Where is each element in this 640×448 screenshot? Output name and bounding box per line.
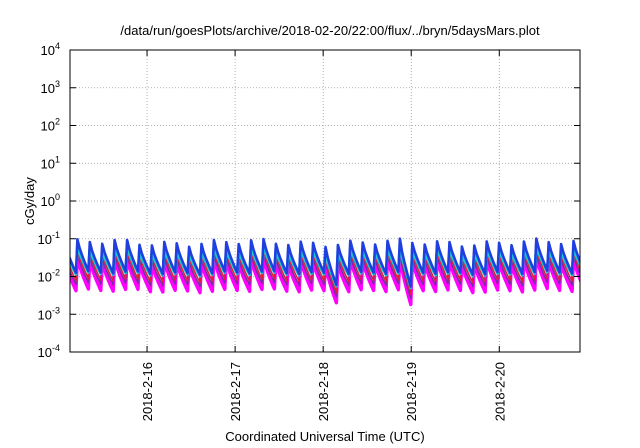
x-tick-label: 2018-2-16 bbox=[140, 362, 155, 421]
y-tick-label: 10-1 bbox=[38, 230, 60, 247]
x-tick-label: 2018-2-17 bbox=[228, 362, 243, 421]
y-axis: 10-4 10-3 10-2 10-1 100 101 102 103 104 bbox=[38, 41, 580, 360]
x-axis: 2018-2-16 2018-2-17 2018-2-18 2018-2-19 2018… bbox=[140, 50, 507, 421]
y-tick-label: 100 bbox=[41, 192, 60, 209]
y-tick-label: 10-3 bbox=[38, 305, 60, 322]
y-tick-label: 10-4 bbox=[38, 343, 60, 360]
grid-lines bbox=[70, 50, 580, 352]
series-line-blue bbox=[70, 237, 580, 288]
y-tick-label: 103 bbox=[41, 79, 60, 96]
x-tick-label: 2018-2-20 bbox=[492, 362, 507, 421]
y-tick-label: 104 bbox=[41, 41, 60, 58]
series-layer bbox=[70, 237, 580, 307]
y-tick-label: 101 bbox=[41, 154, 60, 171]
y-tick-label: 102 bbox=[41, 117, 60, 134]
series-line-magenta bbox=[70, 254, 580, 307]
y-axis-label: cGy/day bbox=[22, 177, 37, 225]
x-tick-label: 2018-2-19 bbox=[404, 362, 419, 421]
series-line-red bbox=[70, 248, 580, 296]
series-line-purple bbox=[70, 252, 580, 299]
x-axis-label: Coordinated Universal Time (UTC) bbox=[225, 429, 424, 444]
x-tick-label: 2018-2-18 bbox=[316, 362, 331, 421]
chart-title: /data/run/goesPlots/archive/2018-02-20/2… bbox=[120, 23, 540, 38]
y-tick-label: 10-2 bbox=[38, 268, 60, 285]
